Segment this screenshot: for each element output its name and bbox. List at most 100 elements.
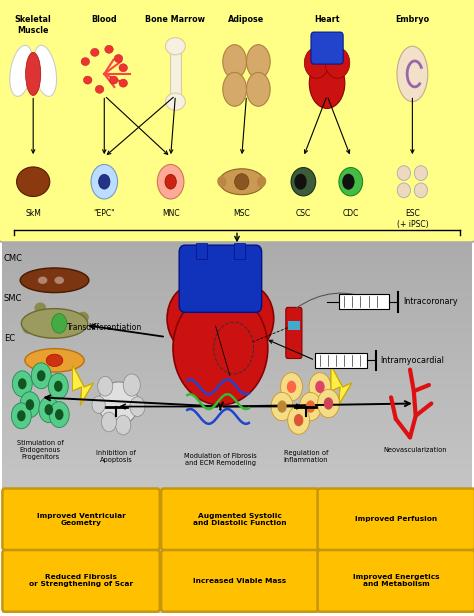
Text: Blood: Blood [91, 15, 117, 25]
Ellipse shape [414, 166, 428, 180]
Ellipse shape [246, 44, 270, 79]
Bar [2, 543, 472, 548]
Bar [2, 524, 472, 529]
Circle shape [12, 371, 32, 397]
Text: CMC: CMC [4, 254, 23, 263]
Circle shape [11, 403, 31, 429]
Circle shape [18, 378, 27, 389]
Circle shape [37, 370, 46, 381]
Ellipse shape [304, 47, 329, 78]
Polygon shape [73, 365, 93, 405]
FancyBboxPatch shape [311, 32, 343, 64]
Bar [2, 520, 472, 524]
Ellipse shape [223, 44, 246, 79]
Bar [234, 243, 245, 259]
Bar [2, 362, 472, 366]
Circle shape [20, 392, 40, 418]
FancyBboxPatch shape [2, 550, 160, 612]
Text: Stimulation of
Endogenous
Progenitors: Stimulation of Endogenous Progenitors [17, 440, 64, 460]
Bar [2, 585, 472, 590]
Bar [2, 291, 472, 296]
Bar [170, 46, 181, 102]
Bar [2, 506, 472, 511]
Bar [2, 357, 472, 362]
Ellipse shape [95, 85, 104, 94]
Bar [196, 243, 207, 259]
Ellipse shape [414, 183, 428, 198]
Text: Embryo: Embryo [395, 15, 429, 25]
Circle shape [342, 174, 355, 190]
Bar [2, 571, 472, 575]
Bar [2, 566, 472, 571]
Bar [2, 492, 472, 496]
Bar [2, 440, 472, 445]
Bar [2, 426, 472, 431]
Circle shape [98, 376, 113, 396]
Ellipse shape [219, 169, 264, 195]
Bar [2, 501, 472, 506]
Circle shape [91, 164, 118, 199]
Circle shape [288, 406, 310, 434]
Ellipse shape [291, 168, 316, 196]
Bar [2, 389, 472, 394]
Bar [2, 580, 472, 585]
Bar [2, 538, 472, 543]
Bar [2, 329, 472, 333]
Circle shape [315, 381, 325, 393]
Circle shape [48, 373, 68, 399]
Ellipse shape [309, 58, 345, 108]
FancyBboxPatch shape [0, 0, 474, 242]
Text: Reduced Fibrosis
or Strengthening of Scar: Reduced Fibrosis or Strengthening of Sca… [29, 574, 133, 588]
Circle shape [294, 174, 307, 190]
Bar [2, 342, 472, 347]
Ellipse shape [325, 47, 350, 78]
Text: EC: EC [4, 334, 15, 343]
Bar [2, 575, 472, 580]
Bar [2, 380, 472, 384]
Ellipse shape [119, 79, 128, 87]
Circle shape [49, 402, 69, 428]
Text: Improved Perfusion: Improved Perfusion [355, 516, 438, 522]
Bar [2, 240, 472, 245]
Circle shape [54, 381, 63, 392]
Bar [2, 548, 472, 553]
Text: CDC: CDC [343, 209, 359, 219]
Text: Increased Viable Mass: Increased Viable Mass [193, 578, 286, 584]
Bar [2, 306, 472, 310]
Ellipse shape [26, 52, 41, 95]
Text: Heart: Heart [314, 15, 340, 25]
Bar [2, 259, 472, 264]
Circle shape [116, 415, 131, 435]
Circle shape [306, 400, 315, 413]
Bar [2, 511, 472, 515]
Ellipse shape [109, 76, 118, 84]
Text: Adipose: Adipose [228, 15, 264, 25]
Ellipse shape [34, 46, 56, 96]
Bar [2, 557, 472, 562]
Circle shape [101, 412, 117, 432]
Bar [2, 464, 472, 469]
FancyBboxPatch shape [161, 488, 319, 550]
Ellipse shape [339, 168, 363, 196]
Text: SMC: SMC [4, 294, 22, 303]
Bar [2, 594, 472, 599]
Circle shape [45, 404, 53, 415]
Text: Skeletal
Muscle: Skeletal Muscle [15, 15, 52, 34]
Polygon shape [331, 365, 352, 405]
Ellipse shape [397, 183, 410, 198]
Circle shape [318, 389, 339, 418]
Bar [2, 320, 472, 324]
Circle shape [55, 409, 64, 420]
Circle shape [165, 174, 176, 189]
Text: CSC: CSC [296, 209, 311, 219]
Ellipse shape [21, 309, 88, 338]
FancyBboxPatch shape [2, 488, 160, 550]
Bar [2, 590, 472, 594]
Circle shape [287, 381, 296, 393]
Text: Augmented Systolic
and Diastolic Function: Augmented Systolic and Diastolic Functio… [193, 513, 287, 526]
Ellipse shape [35, 302, 46, 314]
Bar [2, 608, 472, 613]
Ellipse shape [105, 45, 113, 54]
FancyBboxPatch shape [318, 488, 474, 550]
Text: Bone Marrow: Bone Marrow [146, 15, 205, 25]
